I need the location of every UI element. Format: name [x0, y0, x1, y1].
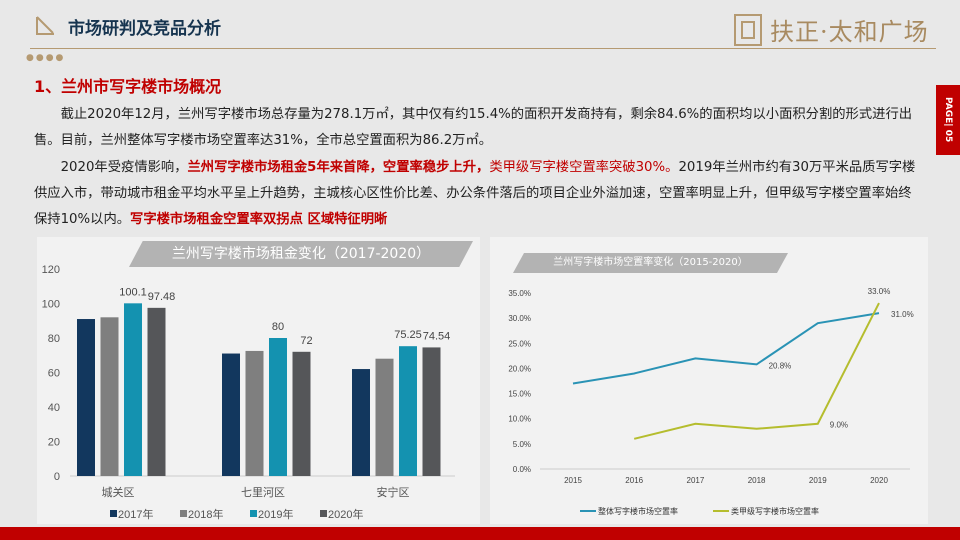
- paragraph-2: 2020年受疫情影响，兰州写字楼市场租金5年来首降，空置率稳步上升，类甲级写字楼…: [34, 155, 924, 234]
- data-label: 33.0%: [868, 287, 891, 296]
- bar-2018年: [375, 358, 394, 476]
- section-title: 1、兰州市写字楼市场概况: [34, 77, 222, 96]
- y-tick-label: 20: [48, 437, 60, 449]
- y-tick-label: 0.0%: [513, 465, 531, 474]
- y-tick-label: 5.0%: [513, 440, 531, 449]
- rent-chart-title: 兰州写字楼市场租金变化（2017-2020）: [129, 241, 473, 267]
- x-tick-label: 2020: [870, 476, 888, 485]
- legend-label: 2019年: [258, 507, 293, 521]
- legend-swatch: [320, 510, 327, 517]
- y-tick-label: 40: [48, 402, 60, 414]
- bar-2018年: [100, 317, 119, 476]
- page-number-tab: PAGE| 05: [936, 85, 960, 155]
- x-tick-label: 2019: [809, 476, 827, 485]
- legend-swatch: [180, 510, 187, 517]
- x-tick-label: 安宁区: [377, 485, 410, 499]
- dots-decoration: ●●●●: [26, 53, 66, 63]
- data-label: 100.1: [119, 286, 147, 298]
- logo: 扶正·太和广场: [734, 12, 929, 47]
- bar-2017年: [352, 369, 370, 476]
- x-tick-label: 2017: [687, 476, 705, 485]
- y-tick-label: 120: [42, 264, 60, 276]
- y-tick-label: 15.0%: [508, 390, 531, 399]
- y-tick-label: 20.0%: [508, 364, 531, 373]
- logo-text: 扶正·太和广场: [770, 18, 929, 46]
- data-label: 97.48: [148, 291, 176, 303]
- highlight: 写字楼市场租金空置率双拐点 区域特征明晰: [130, 212, 388, 228]
- legend-swatch: [110, 510, 117, 517]
- x-tick-label: 2018: [748, 476, 766, 485]
- bar-2017年: [77, 319, 95, 476]
- data-label: 20.8%: [769, 361, 792, 370]
- legend-swatch: [250, 510, 257, 517]
- header-title: 市场研判及竞品分析: [68, 19, 221, 39]
- text: 2020年受疫情影响，: [60, 159, 188, 175]
- y-tick-label: 35.0%: [508, 289, 531, 298]
- y-tick-label: 30.0%: [508, 314, 531, 323]
- data-label: 80: [272, 321, 284, 333]
- bottom-bar: [0, 527, 960, 540]
- highlight: 类甲级写字楼空置率突破30%。: [489, 159, 679, 175]
- body-text: 截止2020年12月，兰州写字楼市场总存量为278.1万㎡，其中仅有约15.4%…: [34, 102, 924, 233]
- line-series: [633, 302, 880, 440]
- x-tick-label: 2016: [625, 476, 643, 485]
- legend-label: 2017年: [118, 507, 153, 521]
- bar-2020年: [422, 347, 441, 476]
- bar-2017年: [222, 353, 240, 476]
- bar-2018年: [245, 350, 264, 476]
- bar-2019年: [269, 338, 287, 476]
- line-series: [572, 312, 880, 385]
- arrow-down-right-icon: [36, 16, 54, 35]
- bar-2019年: [399, 346, 417, 476]
- x-tick-label: 城关区: [102, 485, 135, 499]
- vacancy-chart-title: 兰州写字楼市场空置率变化（2015-2020）: [513, 253, 788, 273]
- y-tick-label: 80: [48, 333, 60, 345]
- x-tick-label: 2015: [564, 476, 582, 485]
- data-label: 31.0%: [891, 310, 914, 319]
- bar-2020年: [147, 307, 166, 476]
- legend-label: 2018年: [188, 507, 223, 521]
- data-label: 72: [300, 335, 312, 347]
- data-label: 9.0%: [830, 421, 848, 430]
- bar-2020年: [292, 351, 311, 476]
- vacancy-chart-panel: 兰州写字楼市场空置率变化（2015-2020）: [490, 237, 928, 524]
- paragraph-1: 截止2020年12月，兰州写字楼市场总存量为278.1万㎡，其中仅有约15.4%…: [34, 107, 913, 149]
- highlight: 兰州写字楼市场租金5年来首降，空置率稳步上升，: [187, 159, 490, 175]
- x-tick-label: 七里河区: [241, 486, 285, 499]
- data-label: 74.54: [423, 330, 451, 342]
- legend-label: 类甲级写字楼市场空置率: [731, 506, 819, 516]
- legend-label: 2020年: [328, 507, 363, 521]
- text: 2019年兰州市约有30万平米品质写字楼供应入市，带动城市租金平均水平呈上升趋势…: [34, 159, 916, 228]
- logo-mark-icon: [734, 13, 762, 46]
- y-tick-label: 25.0%: [508, 339, 531, 348]
- divider: [30, 48, 936, 49]
- data-label: 75.25: [394, 329, 422, 341]
- legend-label: 整体写字楼市场空置率: [598, 506, 678, 516]
- bar-2019年: [124, 303, 142, 476]
- y-tick-label: 100: [42, 299, 60, 311]
- y-tick-label: 60: [48, 368, 60, 380]
- y-tick-label: 0: [54, 471, 60, 483]
- y-tick-label: 10.0%: [508, 415, 531, 424]
